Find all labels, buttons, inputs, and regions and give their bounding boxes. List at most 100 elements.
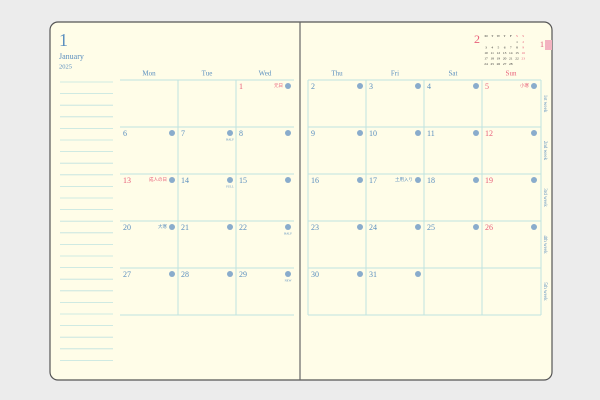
day-note: 元日: [274, 83, 283, 89]
day-note: 土用入り: [395, 176, 413, 183]
day-number: 13: [123, 176, 131, 185]
moon-icon: [473, 130, 479, 136]
mini-day: 4: [491, 45, 493, 49]
day-number: 30: [311, 270, 319, 279]
moon-label: FULL: [226, 185, 234, 189]
day-number: 17: [369, 176, 377, 185]
day-number: 8: [239, 129, 243, 138]
day-number: 29: [239, 270, 247, 279]
moon-icon: [227, 224, 233, 230]
mini-day: 22: [515, 56, 519, 60]
mini-day: 28: [509, 62, 513, 66]
mini-weekday: M: [484, 34, 488, 38]
mini-day: 9: [522, 45, 524, 49]
mini-day: 21: [509, 56, 513, 60]
month-name: January: [59, 52, 84, 61]
moon-icon: [415, 83, 421, 89]
moon-icon: [357, 271, 363, 277]
moon-icon: [357, 224, 363, 230]
day-number: 20: [123, 223, 131, 232]
mini-day: 10: [484, 51, 488, 55]
moon-icon: [169, 271, 175, 277]
moon-icon: [531, 224, 537, 230]
mini-day: 11: [491, 51, 495, 55]
day-number: 14: [181, 176, 189, 185]
day-number: 12: [485, 129, 493, 138]
mini-day: 17: [484, 56, 488, 60]
mini-day: 26: [497, 62, 501, 66]
moon-icon: [415, 271, 421, 277]
day-note: 小寒: [520, 82, 529, 89]
weekday-label: Tue: [202, 70, 213, 78]
day-number: 10: [369, 129, 377, 138]
mini-day: 12: [497, 51, 501, 55]
mini-day: 3: [485, 45, 487, 49]
week-label: 3rd week: [542, 188, 547, 207]
day-number: 16: [311, 176, 319, 185]
weekday-label: Wed: [259, 70, 272, 78]
day-number: 11: [427, 129, 435, 138]
week-label: 2nd week: [542, 141, 547, 161]
mini-day: 15: [515, 51, 519, 55]
day-number: 31: [369, 270, 377, 279]
day-number: 19: [485, 176, 493, 185]
mini-day: 19: [497, 56, 501, 60]
day-number: 2: [311, 82, 315, 91]
moon-icon: [227, 130, 233, 136]
mini-day: 23: [521, 56, 525, 60]
mini-month: 2: [474, 32, 480, 46]
mini-day: 13: [503, 51, 507, 55]
mini-day: 1: [516, 40, 518, 44]
day-number: 18: [427, 176, 435, 185]
day-number: 9: [311, 129, 315, 138]
moon-icon: [531, 177, 537, 183]
moon-icon: [285, 130, 291, 136]
day-note: 大寒: [158, 223, 167, 230]
day-number: 22: [239, 223, 247, 232]
moon-icon: [473, 177, 479, 183]
moon-icon: [473, 224, 479, 230]
moon-icon: [531, 130, 537, 136]
weekday-label: Sat: [449, 70, 458, 78]
weekday-label: Mon: [142, 70, 156, 78]
mini-day: 6: [504, 45, 506, 49]
day-number: 21: [181, 223, 189, 232]
day-number: 25: [427, 223, 435, 232]
moon-icon: [357, 130, 363, 136]
moon-icon: [285, 83, 291, 89]
mini-weekday: W: [497, 34, 501, 38]
day-number: 5: [485, 82, 489, 91]
moon-icon: [357, 177, 363, 183]
day-number: 7: [181, 129, 185, 138]
weekday-label: Sun: [506, 70, 517, 78]
mini-day: 27: [503, 62, 507, 66]
moon-icon: [415, 130, 421, 136]
moon-icon: [227, 271, 233, 277]
moon-icon: [415, 224, 421, 230]
week-label: 5th week: [542, 282, 547, 301]
mini-day: 14: [509, 51, 513, 55]
mini-day: 20: [503, 56, 507, 60]
mini-day: 18: [490, 56, 494, 60]
day-number: 3: [369, 82, 373, 91]
moon-icon: [473, 83, 479, 89]
moon-icon: [169, 177, 175, 183]
day-number: 28: [181, 270, 189, 279]
day-number: 27: [123, 270, 131, 279]
mini-day: 2: [522, 40, 524, 44]
moon-icon: [357, 83, 363, 89]
calendar: Mon Tue Wed Thu Fri Sat Sun 1st week 2nd week 3rd…: [60, 32, 547, 361]
moon-label: NEW: [285, 279, 292, 283]
moon-icon: [227, 177, 233, 183]
day-note: 成人の日: [149, 176, 167, 183]
moon-label: HALF: [284, 232, 292, 236]
mini-weekday: S: [522, 34, 524, 38]
mini-weekday: T: [504, 34, 507, 38]
mini-day: 5: [498, 45, 500, 49]
day-number: 4: [427, 82, 431, 91]
moon-icon: [285, 271, 291, 277]
month-number: 1: [59, 30, 68, 50]
mini-day: 7: [510, 45, 512, 49]
moon-icon: [285, 224, 291, 230]
